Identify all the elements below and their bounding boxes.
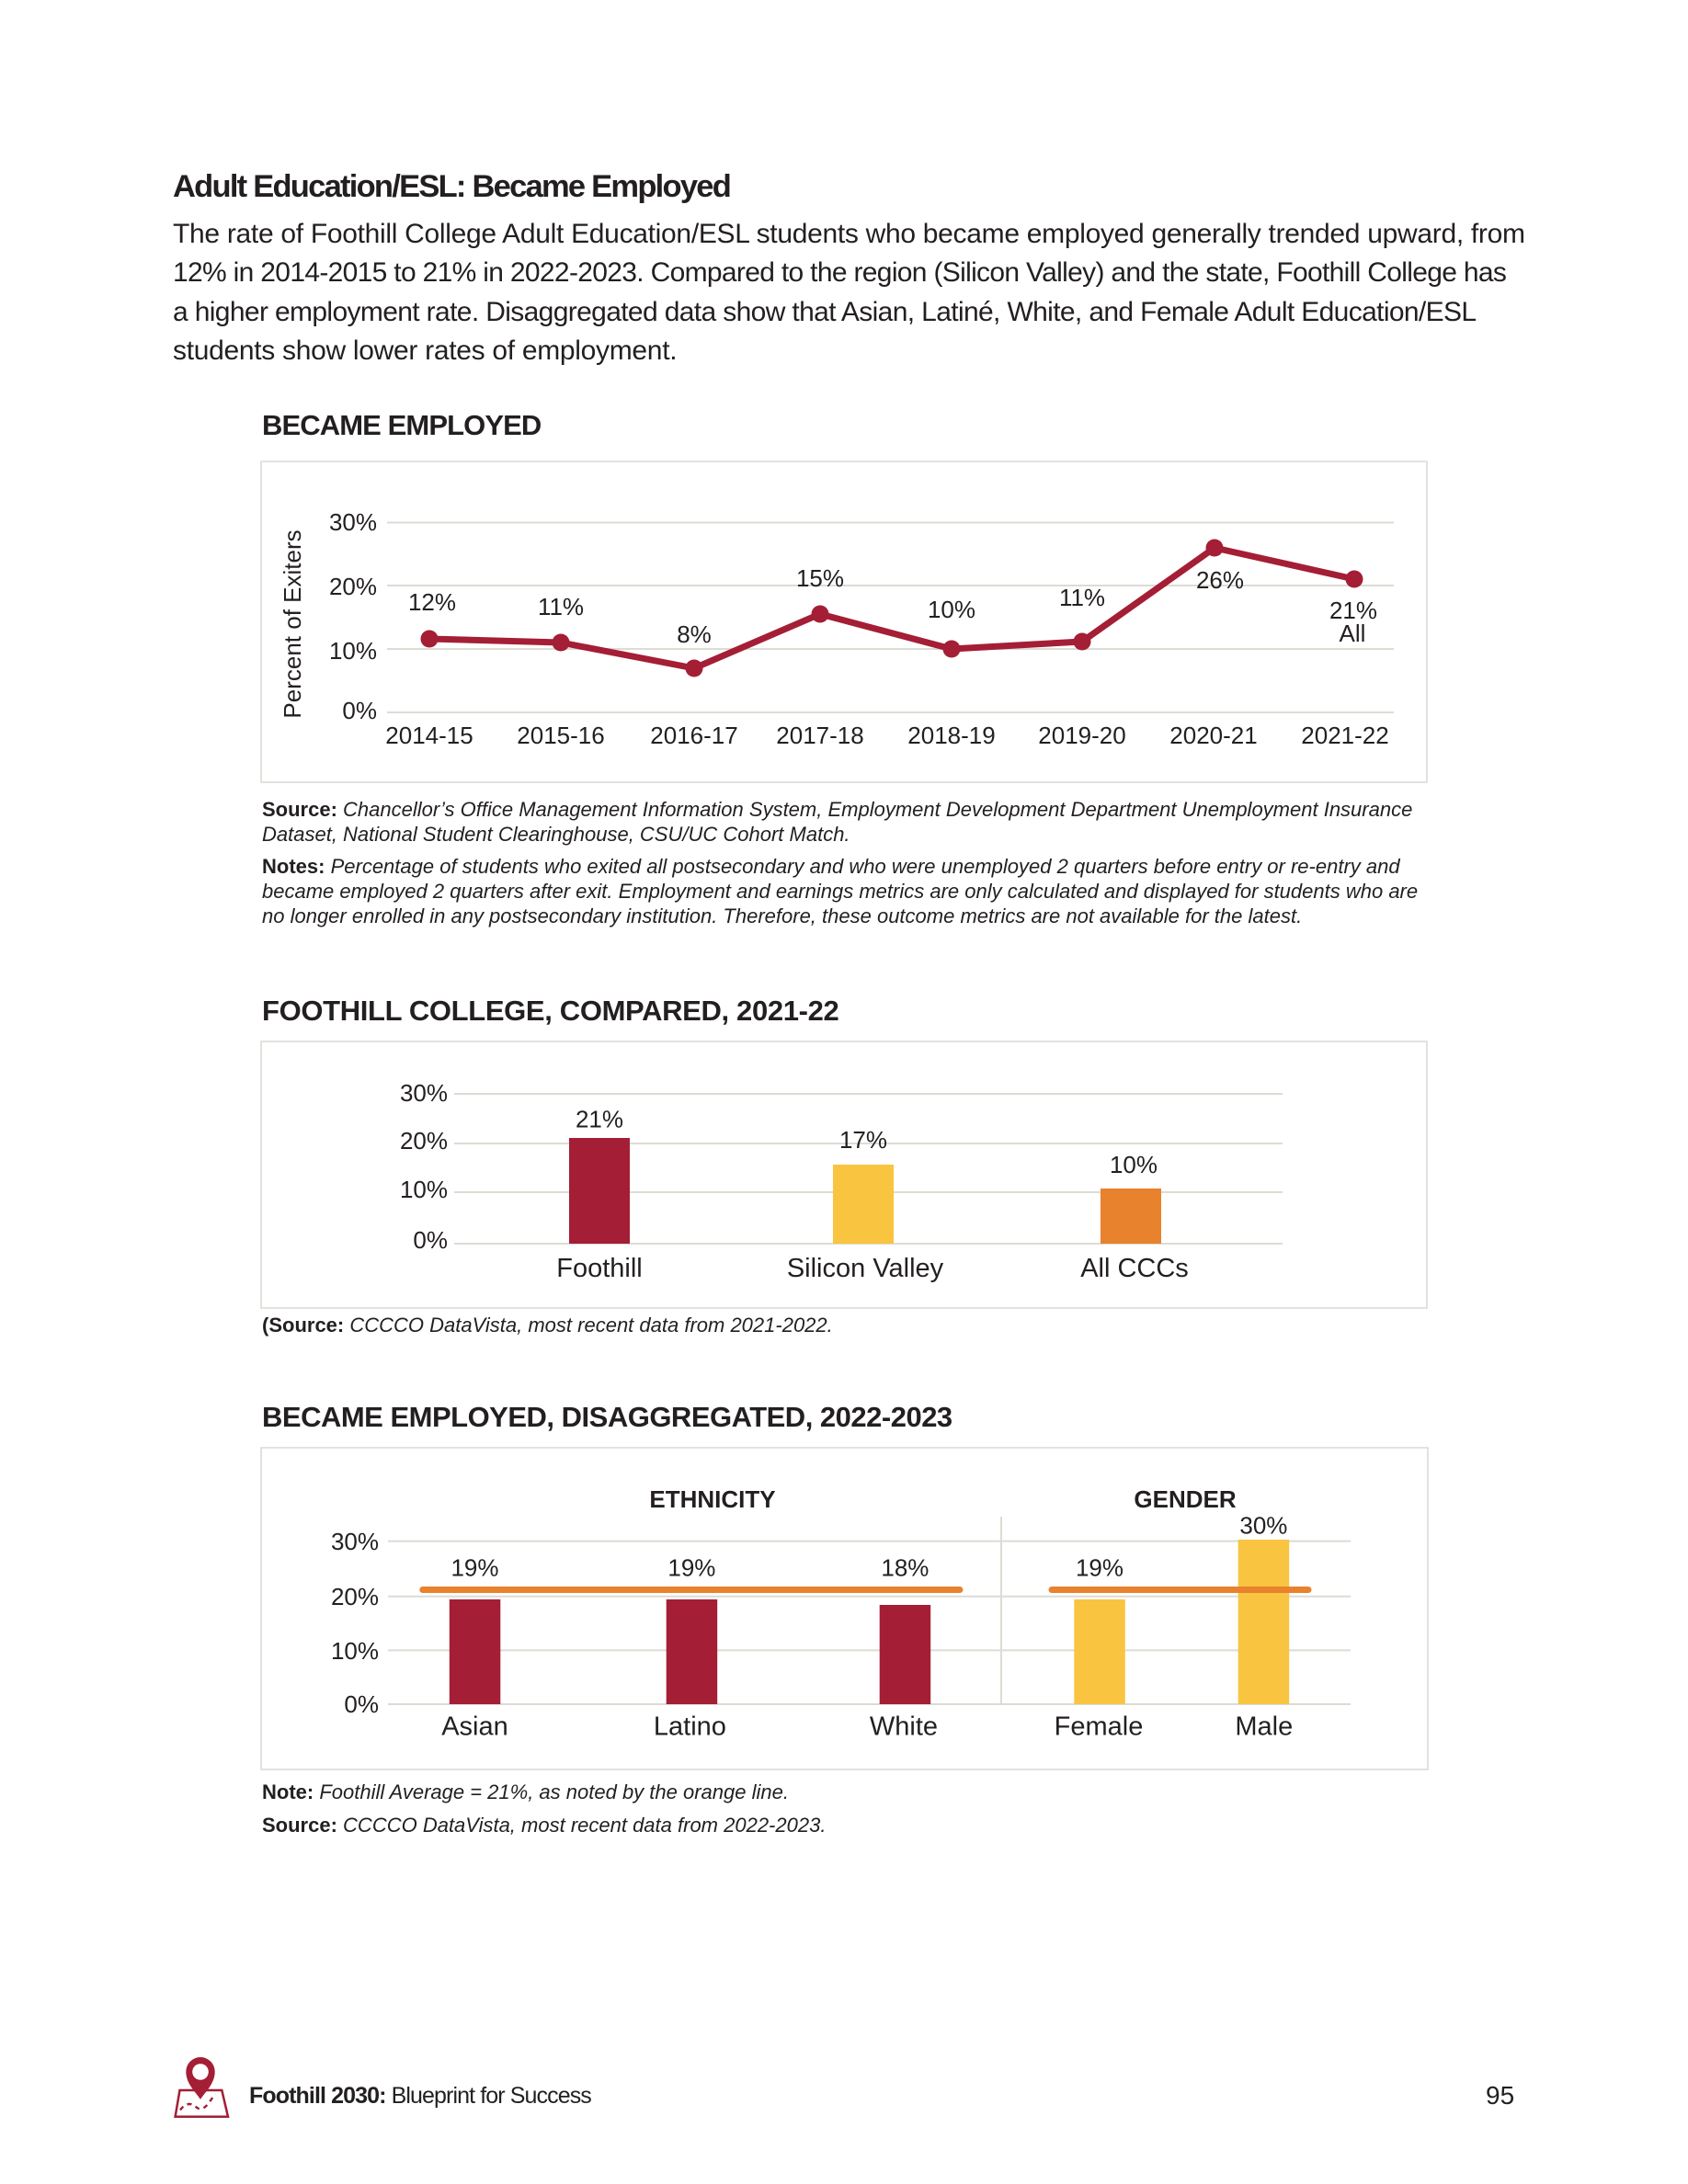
svg-text:2016-17: 2016-17: [650, 722, 737, 749]
svg-text:Latino: Latino: [654, 1712, 726, 1742]
svg-text:All CCCs: All CCCs: [1080, 1254, 1189, 1283]
svg-text:19%: 19%: [667, 1554, 715, 1582]
svg-text:All: All: [1340, 620, 1366, 647]
svg-text:Percent of Exiters: Percent of Exiters: [279, 529, 306, 718]
svg-text:15%: 15%: [796, 564, 844, 592]
svg-text:2017-18: 2017-18: [776, 722, 863, 749]
svg-text:10%: 10%: [928, 596, 975, 623]
svg-text:Silicon Valley: Silicon Valley: [787, 1254, 944, 1283]
svg-text:10%: 10%: [400, 1176, 448, 1203]
svg-text:17%: 17%: [839, 1126, 887, 1154]
svg-text:2014-15: 2014-15: [385, 722, 473, 749]
svg-text:18%: 18%: [881, 1554, 929, 1582]
svg-text:30%: 30%: [400, 1079, 448, 1107]
svg-text:2018-19: 2018-19: [907, 722, 995, 749]
svg-text:21%: 21%: [576, 1106, 623, 1133]
svg-text:Foothill: Foothill: [556, 1254, 643, 1283]
svg-text:21%: 21%: [1329, 597, 1377, 624]
svg-text:19%: 19%: [451, 1554, 498, 1582]
svg-text:10%: 10%: [1110, 1151, 1158, 1178]
svg-text:11%: 11%: [538, 593, 584, 620]
svg-text:20%: 20%: [331, 1583, 379, 1610]
svg-text:20%: 20%: [329, 573, 377, 600]
svg-text:0%: 0%: [413, 1226, 448, 1254]
svg-text:2020-21: 2020-21: [1169, 722, 1257, 749]
svg-text:0%: 0%: [344, 1690, 379, 1718]
svg-text:2021-22: 2021-22: [1301, 722, 1388, 749]
svg-text:12%: 12%: [408, 588, 456, 616]
svg-text:Asian: Asian: [441, 1712, 508, 1742]
svg-text:20%: 20%: [400, 1127, 448, 1155]
svg-text:8%: 8%: [677, 620, 712, 648]
svg-text:2019-20: 2019-20: [1038, 722, 1125, 749]
svg-text:White: White: [870, 1712, 938, 1742]
svg-text:Female: Female: [1055, 1712, 1144, 1742]
svg-text:Male: Male: [1235, 1712, 1293, 1742]
svg-text:26%: 26%: [1196, 566, 1244, 594]
svg-text:11%: 11%: [1059, 584, 1105, 611]
svg-text:0%: 0%: [342, 697, 377, 724]
svg-text:30%: 30%: [329, 508, 377, 536]
svg-text:2015-16: 2015-16: [517, 722, 604, 749]
svg-text:ETHNICITY: ETHNICITY: [649, 1485, 775, 1513]
svg-text:10%: 10%: [331, 1637, 379, 1665]
svg-text:10%: 10%: [329, 637, 377, 665]
svg-text:30%: 30%: [331, 1528, 379, 1555]
svg-text:GENDER: GENDER: [1134, 1485, 1236, 1513]
svg-text:19%: 19%: [1076, 1554, 1123, 1582]
svg-text:30%: 30%: [1239, 1512, 1287, 1540]
